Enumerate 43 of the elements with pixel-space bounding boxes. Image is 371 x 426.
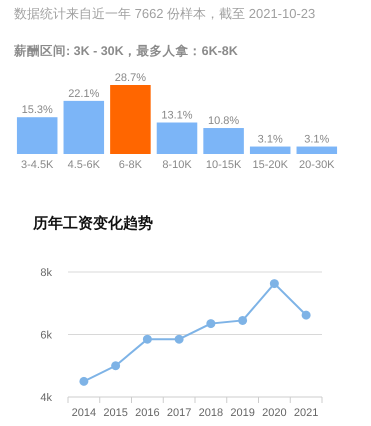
x-tick-label: 6-8K	[118, 159, 143, 171]
point	[302, 310, 311, 320]
chart-title: 历年工资变化趋势	[32, 214, 153, 232]
data-label: 10.8%	[208, 115, 240, 128]
x-tick-label: 2016	[135, 407, 160, 419]
chart-subtitle: 薪酬区间: 3K - 30K，最多人拿：6K-8K	[13, 43, 238, 58]
data-label: 3.1%	[258, 134, 283, 146]
bar	[250, 146, 290, 154]
data-label: 15.3%	[22, 104, 54, 116]
x-tick-label: 2021	[294, 407, 318, 419]
x-tick-label: 15-20K	[252, 159, 289, 171]
point	[174, 334, 184, 344]
bar	[296, 146, 338, 154]
x-tick-label: 3-4.5K	[20, 159, 54, 171]
x-tick-label: 8-10K	[162, 159, 192, 171]
x-tick-label: 2017	[166, 407, 192, 419]
x-tick-label: 2018	[198, 407, 224, 419]
data-label: 22.1%	[68, 88, 100, 100]
point	[238, 316, 248, 325]
data-label: 3.1%	[304, 134, 330, 146]
data-label: 28.7%	[114, 72, 146, 84]
y-tick-label: 8k	[40, 267, 52, 279]
x-tick-label: 20-30K	[299, 159, 336, 171]
bar	[203, 128, 244, 154]
bar	[64, 100, 104, 154]
x-tick-label: 2014	[72, 407, 96, 419]
x-tick-label: 2015	[103, 407, 128, 419]
bar	[156, 122, 198, 154]
point	[206, 319, 216, 328]
bar	[110, 85, 151, 154]
point	[270, 279, 279, 288]
x-tick-label: 4.5-6K	[68, 159, 101, 171]
point	[79, 376, 88, 386]
bar	[16, 117, 58, 154]
data-label: 13.1%	[161, 110, 193, 122]
x-tick-label: 2019	[230, 407, 255, 419]
point	[111, 361, 120, 370]
chart-title: 数据统计来自近一年 7662 份样本，截至 2021-10-23	[14, 6, 316, 21]
x-tick-label: 10-15K	[206, 159, 242, 171]
x-tick-label: 2020	[262, 407, 287, 419]
point	[142, 334, 152, 344]
y-tick-label: 6k	[40, 330, 52, 342]
y-tick-label: 4k	[40, 392, 52, 404]
